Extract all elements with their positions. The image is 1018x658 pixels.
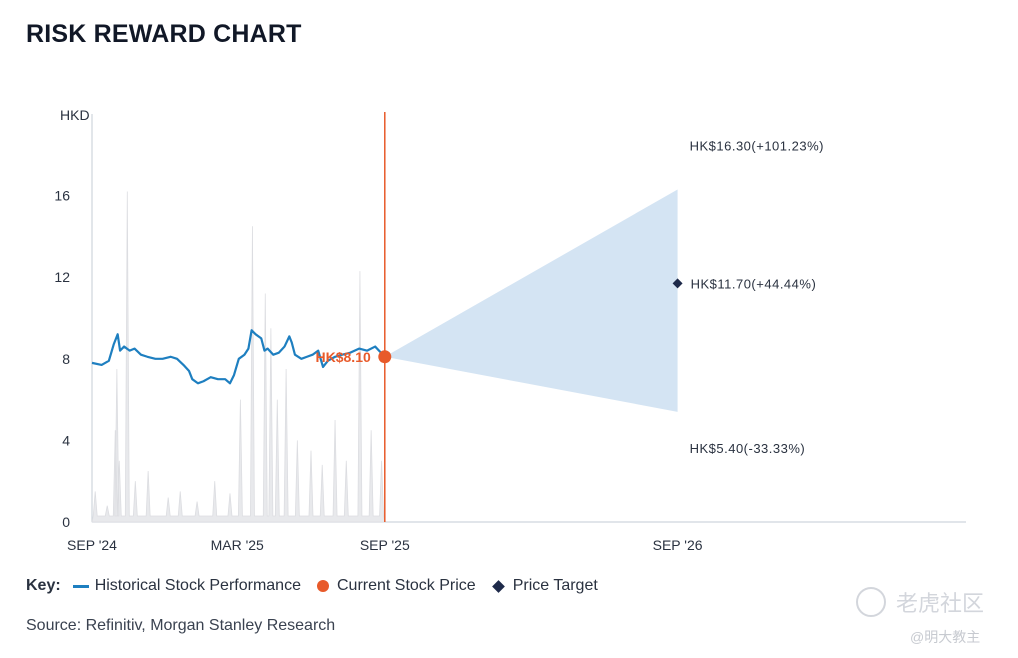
current-price-label: HK$8.10 (316, 349, 371, 365)
volume-background-area (91, 191, 386, 523)
x-tick-label: SEP '26 (653, 537, 703, 553)
legend-current-label: Current Stock Price (336, 577, 476, 594)
x-tick-label: SEP '24 (67, 537, 117, 553)
price-target-marker (672, 278, 683, 289)
legend-item-target: Price Target (491, 577, 598, 595)
x-tick-label: SEP '25 (360, 537, 410, 553)
bear-case-label: HK$5.40(-33.33%) (690, 441, 806, 456)
watermark-brand: 老虎社区 (856, 586, 984, 618)
y-tick-label: 0 (62, 514, 70, 530)
tiger-logo-icon (856, 587, 886, 617)
source-note: Source: Refinitiv, Morgan Stanley Resear… (26, 617, 336, 634)
chart-legend: Key: Historical Stock Performance Curren… (26, 577, 614, 595)
price-projection-cone (384, 189, 678, 412)
historical-line-swatch-icon (72, 584, 89, 588)
bull-case-label: HK$16.30(+101.23%) (690, 138, 824, 153)
y-axis-label: HKD (60, 107, 90, 123)
current-price-marker (378, 350, 392, 364)
legend-target-label: Price Target (512, 577, 598, 594)
y-tick-label: 4 (62, 432, 70, 448)
x-tick-label: MAR '25 (211, 537, 264, 553)
risk-reward-chart: HKD 0 4 8 12 16 SEP '24 MAR '25 SEP '25 SEP '26 HK… (54, 107, 966, 553)
base-case-label: HK$11.70(+44.44%) (691, 276, 817, 291)
legend-key-label: Key: (26, 577, 61, 594)
y-tick-label: 8 (62, 351, 70, 367)
watermark-handle: @明大教主 (910, 629, 981, 645)
legend-historical-label: Historical Stock Performance (94, 577, 301, 594)
price-target-diamond-icon (491, 579, 505, 593)
current-price-dot-icon (316, 580, 329, 592)
y-tick-label: 12 (54, 269, 70, 285)
chart-title: RISK REWARD CHART (26, 20, 302, 48)
watermark-brand-text: 老虎社区 (896, 591, 985, 616)
legend-item-current: Current Stock Price (316, 577, 476, 595)
y-tick-label: 16 (54, 188, 70, 204)
legend-item-historical: Historical Stock Performance (72, 577, 301, 595)
historical-price-line (91, 329, 386, 385)
